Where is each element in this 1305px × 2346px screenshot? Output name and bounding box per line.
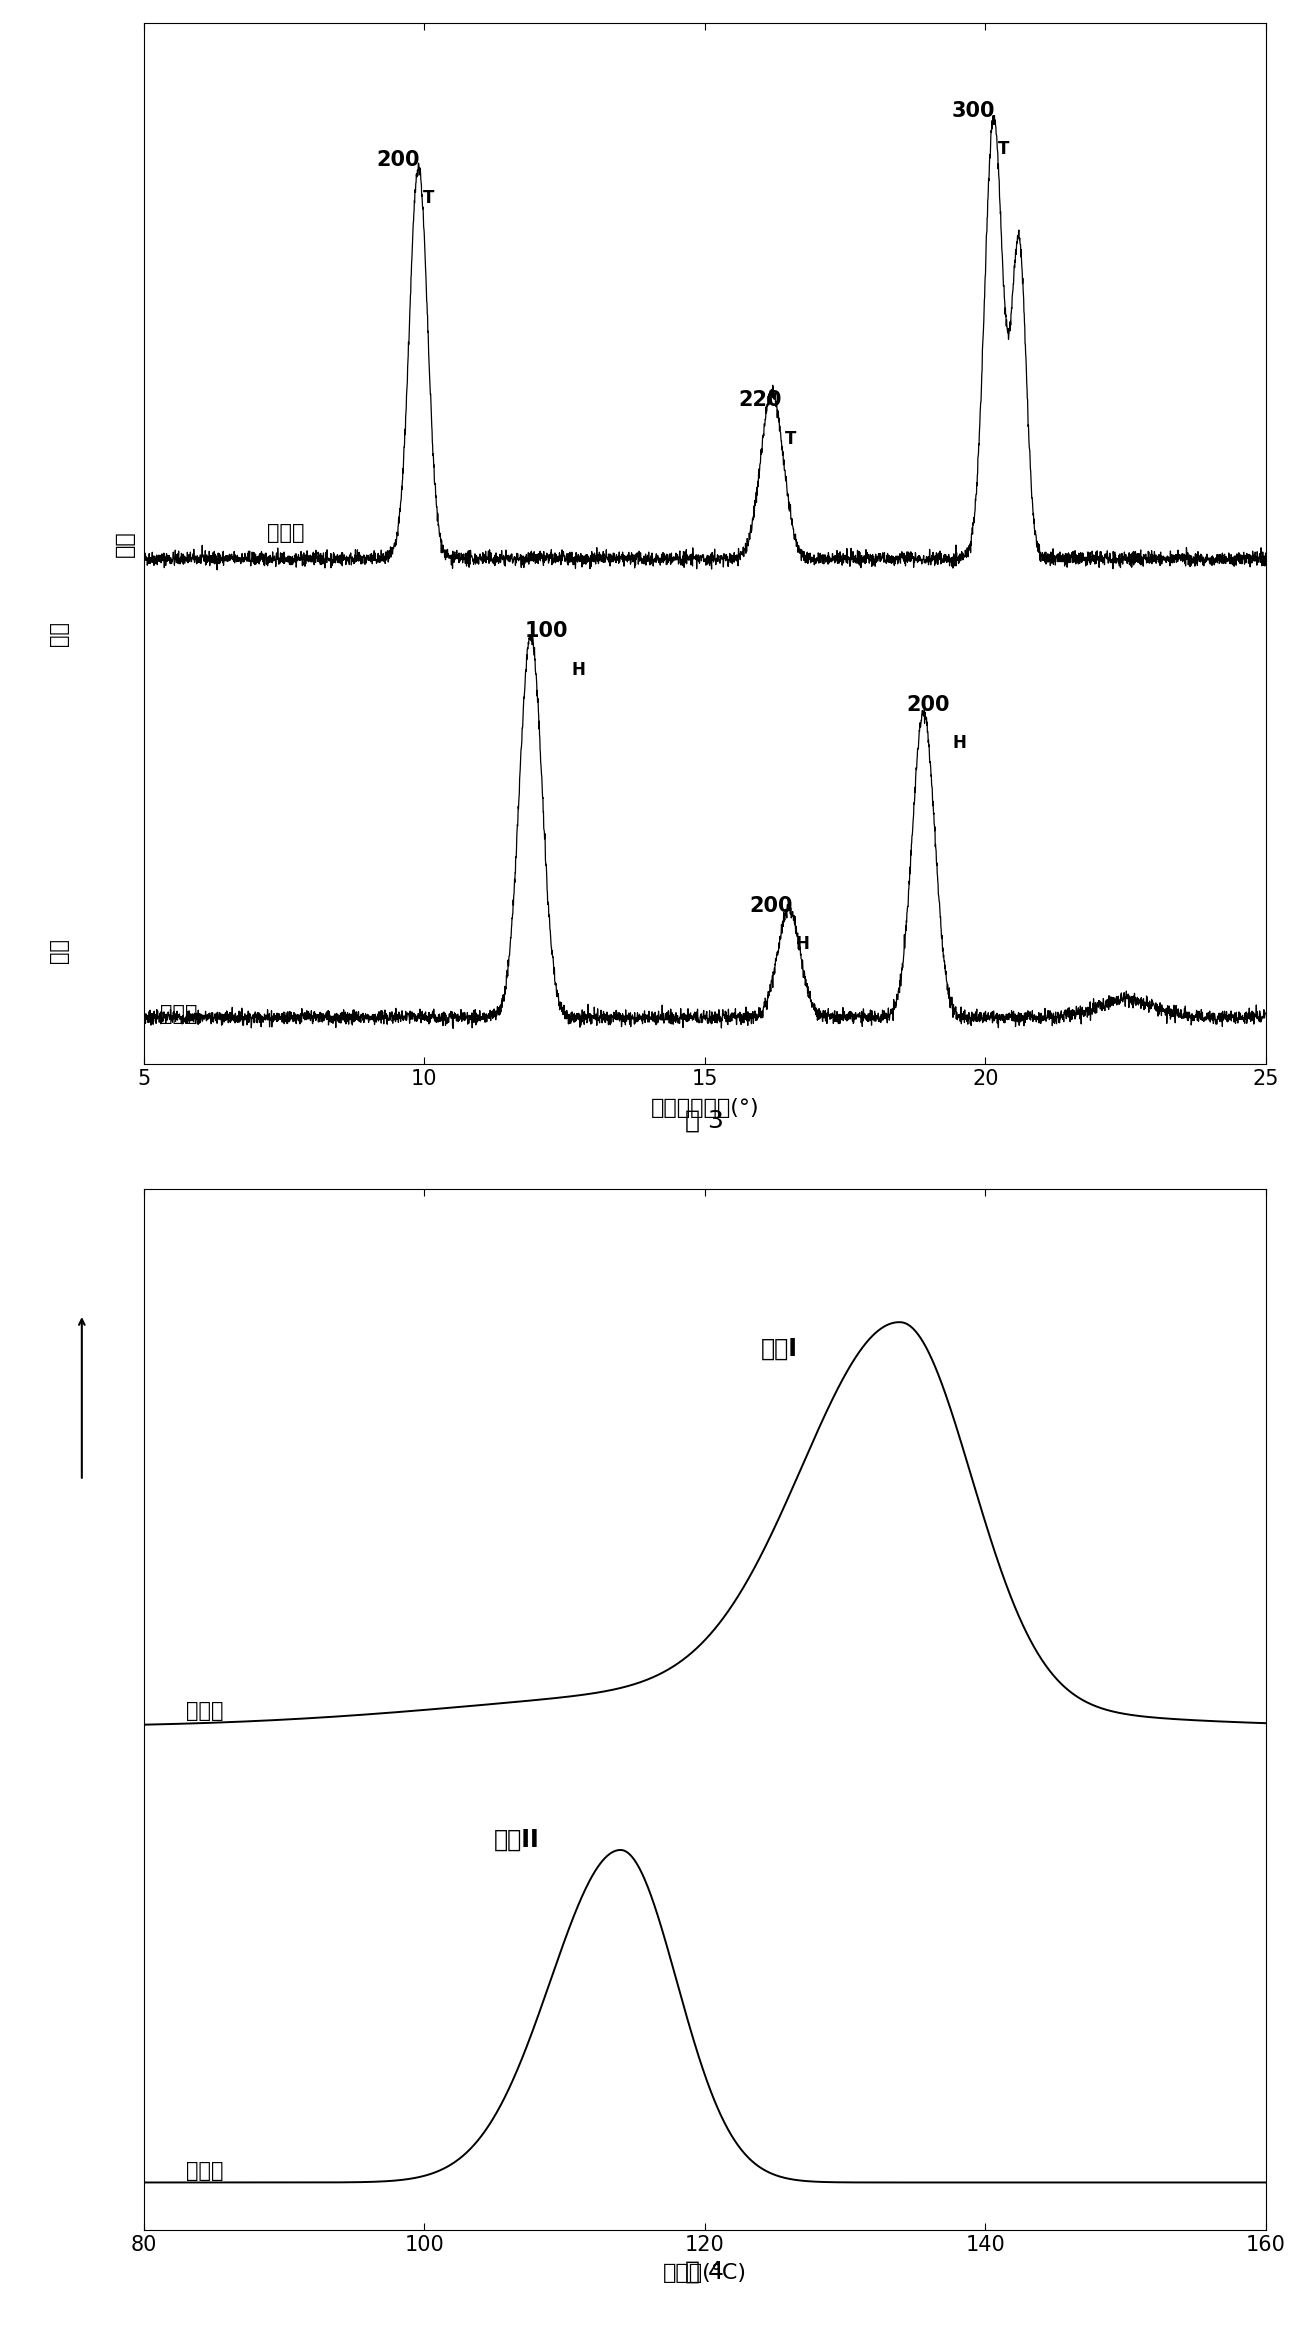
X-axis label: 温度，(°C): 温度，(°C) (663, 2264, 746, 2283)
Text: 吸热: 吸热 (48, 622, 69, 645)
Text: 处理后: 处理后 (185, 1701, 223, 1722)
X-axis label: 两倍入射角，(°): 两倍入射角，(°) (650, 1098, 760, 1117)
Text: 晶型II: 晶型II (495, 1828, 540, 1851)
Text: 处理前: 处理前 (185, 2161, 223, 2182)
Text: T: T (997, 141, 1009, 157)
Text: T: T (423, 190, 433, 206)
Text: 图 3: 图 3 (685, 1110, 724, 1133)
Text: T: T (784, 429, 796, 448)
Text: 处理后: 处理后 (268, 523, 304, 542)
Text: 200: 200 (749, 896, 793, 917)
Text: 晶型I: 晶型I (761, 1337, 797, 1361)
Text: 300: 300 (951, 101, 996, 120)
Text: 处理前: 处理前 (161, 1004, 198, 1025)
Text: H: H (796, 936, 809, 952)
Text: H: H (572, 662, 585, 678)
Text: 图 4: 图 4 (685, 2259, 724, 2283)
Text: 220: 220 (739, 389, 782, 411)
Text: 200: 200 (376, 150, 420, 169)
Text: H: H (953, 734, 967, 753)
Text: 200: 200 (907, 694, 950, 716)
Text: 热变: 热变 (48, 938, 69, 962)
Y-axis label: 强度: 强度 (115, 530, 136, 558)
Text: 100: 100 (525, 622, 569, 640)
